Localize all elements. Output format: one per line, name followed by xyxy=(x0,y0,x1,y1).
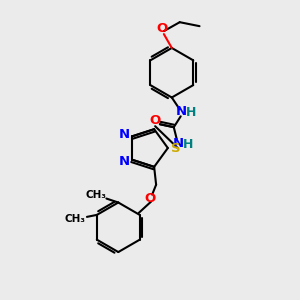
Text: O: O xyxy=(156,22,167,34)
Text: N: N xyxy=(118,155,130,168)
Text: S: S xyxy=(171,142,181,154)
Text: H: H xyxy=(182,138,193,151)
Text: O: O xyxy=(145,192,156,205)
Text: O: O xyxy=(149,114,161,127)
Text: N: N xyxy=(118,128,130,141)
Text: H: H xyxy=(185,106,196,119)
Text: N: N xyxy=(173,136,184,150)
Text: CH₃: CH₃ xyxy=(86,190,107,200)
Text: CH₃: CH₃ xyxy=(64,214,86,224)
Text: N: N xyxy=(176,105,187,118)
